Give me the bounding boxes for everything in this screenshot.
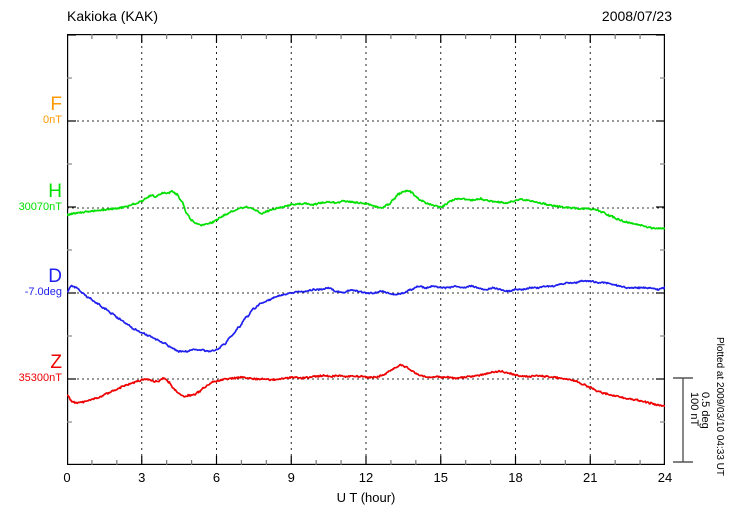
page-title: Kakioka (KAK) [67, 8, 159, 24]
component-symbol-h: H [48, 181, 62, 202]
x-tick-label: 21 [583, 470, 598, 485]
component-baseline-f: 0nT [43, 114, 62, 126]
plot-canvas [67, 34, 665, 465]
scale-bar-label-nt: 100 nT [688, 392, 700, 427]
scale-bar [673, 377, 693, 463]
component-label-h: H 30070nT [0, 182, 62, 214]
component-baseline-d: -7.0deg [24, 286, 62, 298]
x-tick-label: 6 [212, 470, 221, 485]
x-tick-label: 18 [508, 470, 523, 485]
component-symbol-f: F [50, 94, 62, 115]
scale-bar-label-deg: 0.5 deg [699, 392, 711, 429]
component-symbol-z: Z [50, 352, 62, 373]
observation-date: 2008/07/23 [601, 8, 672, 24]
x-tick-label: 3 [138, 470, 146, 485]
component-baseline-h: 30070nT [18, 201, 62, 213]
component-label-f: F 0nT [0, 95, 62, 127]
component-label-z: Z 35300nT [0, 353, 62, 385]
component-labels: F 0nT H 30070nT D -7.0deg Z 35300nT [0, 0, 67, 520]
x-tick-label: 12 [358, 470, 374, 485]
x-tick-label: 24 [657, 470, 673, 485]
x-tick-label: 0 [63, 470, 71, 485]
x-axis-label: U T (hour) [336, 490, 396, 505]
x-tick-label: 15 [433, 470, 448, 485]
magnetogram-plot [67, 34, 665, 465]
component-label-d: D -7.0deg [0, 267, 62, 299]
plotted-timestamp: Plotted at 2009/03/10 04:33 UT [714, 337, 725, 476]
x-tick-label: 9 [287, 470, 295, 485]
component-baseline-z: 35300nT [18, 372, 62, 384]
component-symbol-d: D [48, 266, 62, 287]
